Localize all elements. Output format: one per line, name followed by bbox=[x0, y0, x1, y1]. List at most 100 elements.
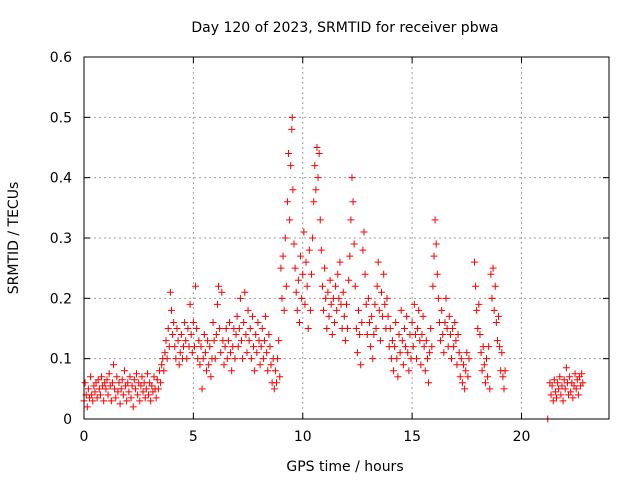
data-point bbox=[200, 331, 208, 339]
data-point bbox=[153, 376, 161, 384]
data-point bbox=[93, 394, 101, 402]
data-point bbox=[111, 385, 119, 393]
data-point bbox=[339, 288, 347, 296]
data-point bbox=[396, 349, 404, 357]
data-point bbox=[378, 288, 385, 296]
data-point bbox=[201, 349, 209, 357]
data-point bbox=[187, 331, 195, 339]
data-point bbox=[139, 388, 147, 396]
data-point bbox=[88, 391, 96, 399]
data-point bbox=[376, 337, 384, 345]
data-point bbox=[363, 331, 371, 339]
data-point bbox=[392, 318, 400, 326]
points-layer bbox=[80, 113, 587, 423]
data-point bbox=[243, 349, 251, 357]
data-point bbox=[251, 367, 259, 375]
data-point bbox=[343, 300, 350, 308]
y-tick-label: 0 bbox=[63, 412, 72, 428]
data-point bbox=[228, 367, 236, 375]
data-point bbox=[398, 337, 406, 345]
data-point bbox=[422, 337, 430, 345]
data-point bbox=[554, 379, 562, 387]
data-point bbox=[433, 270, 441, 278]
data-point bbox=[234, 343, 242, 351]
data-point bbox=[460, 361, 468, 369]
data-point bbox=[216, 325, 224, 332]
data-point bbox=[184, 325, 192, 332]
data-point bbox=[302, 258, 310, 266]
data-point bbox=[108, 379, 116, 387]
data-point bbox=[348, 174, 356, 182]
data-point bbox=[501, 367, 509, 375]
data-point bbox=[186, 300, 194, 308]
data-point bbox=[310, 198, 318, 206]
data-point bbox=[301, 300, 309, 308]
data-point bbox=[143, 370, 151, 378]
data-point bbox=[328, 331, 336, 339]
data-point bbox=[158, 361, 166, 369]
data-point bbox=[341, 337, 349, 345]
data-point bbox=[452, 337, 460, 345]
data-point bbox=[311, 162, 319, 170]
data-point bbox=[254, 318, 262, 326]
data-point bbox=[168, 306, 175, 314]
data-point bbox=[324, 288, 332, 296]
plot-frame bbox=[83, 56, 610, 420]
data-point bbox=[500, 385, 508, 393]
data-point bbox=[477, 349, 485, 357]
data-point bbox=[438, 306, 446, 314]
data-point bbox=[250, 343, 258, 351]
data-point bbox=[123, 397, 131, 405]
data-point bbox=[286, 216, 294, 224]
data-point bbox=[163, 355, 171, 363]
data-point bbox=[571, 370, 579, 378]
data-point bbox=[572, 385, 580, 393]
data-point bbox=[367, 343, 375, 351]
data-point bbox=[227, 349, 235, 357]
data-point bbox=[271, 367, 279, 375]
data-point bbox=[142, 385, 150, 393]
data-point bbox=[373, 282, 381, 290]
data-point bbox=[95, 385, 103, 393]
data-point bbox=[162, 337, 170, 345]
data-point bbox=[241, 288, 249, 296]
data-point bbox=[306, 306, 314, 314]
data-point bbox=[390, 367, 398, 375]
data-point bbox=[176, 349, 184, 357]
data-point bbox=[421, 367, 429, 375]
data-point bbox=[198, 385, 206, 393]
data-point bbox=[221, 343, 229, 351]
data-point bbox=[238, 337, 245, 345]
data-point bbox=[298, 294, 306, 302]
data-point bbox=[340, 312, 348, 320]
data-point bbox=[244, 306, 252, 314]
data-point bbox=[309, 234, 317, 242]
data-point bbox=[115, 379, 123, 387]
data-point bbox=[134, 391, 142, 399]
data-point bbox=[318, 282, 326, 290]
data-point bbox=[393, 355, 401, 363]
data-point bbox=[334, 270, 342, 278]
data-point bbox=[547, 391, 555, 399]
data-point bbox=[380, 270, 388, 278]
data-point bbox=[308, 270, 315, 278]
data-point bbox=[488, 294, 496, 302]
data-point bbox=[574, 391, 582, 399]
data-point bbox=[322, 294, 330, 302]
data-point bbox=[384, 312, 392, 320]
data-point bbox=[359, 246, 367, 254]
data-point bbox=[461, 385, 469, 393]
data-point bbox=[374, 258, 382, 266]
data-point bbox=[335, 294, 343, 302]
data-point bbox=[336, 258, 344, 266]
data-point bbox=[192, 282, 200, 290]
data-point bbox=[247, 355, 255, 363]
data-point bbox=[368, 312, 376, 320]
data-point bbox=[152, 394, 160, 402]
data-point bbox=[566, 373, 574, 381]
data-point bbox=[233, 312, 241, 320]
data-point bbox=[410, 300, 418, 308]
data-point bbox=[203, 367, 210, 375]
data-point bbox=[295, 318, 303, 326]
data-point bbox=[427, 325, 435, 332]
